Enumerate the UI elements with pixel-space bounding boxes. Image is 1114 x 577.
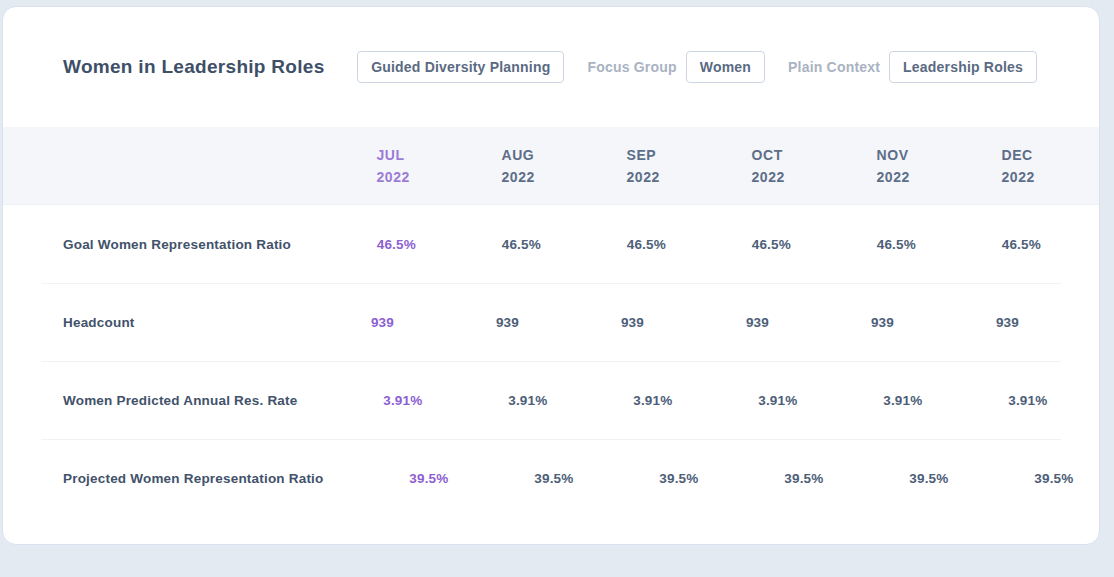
cell: 39.5% [949,471,1074,486]
cell: 46.5% [541,237,666,252]
column-header-oct-2022: OCT2022 [660,144,785,188]
table-body: Goal Women Representation Ratio46.5%46.5… [41,205,1061,517]
table-row: Women Predicted Annual Res. Rate3.91%3.9… [41,361,1061,439]
cell: 3.91% [797,393,922,408]
column-header-jul-2022: JUL2022 [285,144,410,188]
card-header: Women in Leadership Roles Guided Diversi… [3,7,1099,127]
page-background: Women in Leadership Roles Guided Diversi… [0,0,1114,577]
cell: 39.5% [699,471,824,486]
column-header-nov-2022: NOV2022 [785,144,910,188]
cell: 939 [894,315,1019,330]
row-label: Goal Women Representation Ratio [63,237,291,252]
cell: 3.91% [297,393,422,408]
row-label: Women Predicted Annual Res. Rate [63,393,297,408]
cell: 3.91% [672,393,797,408]
cell: 46.5% [791,237,916,252]
column-header-aug-2022: AUG2022 [410,144,535,188]
cell: 46.5% [666,237,791,252]
cell: 39.5% [824,471,949,486]
table-row: Projected Women Representation Ratio39.5… [41,439,1061,517]
cell: 39.5% [449,471,574,486]
cell: 939 [394,315,519,330]
cell: 39.5% [574,471,699,486]
table-header-row: JUL2022AUG2022SEP2022OCT2022NOV2022DEC20… [3,127,1099,205]
cell: 939 [644,315,769,330]
row-label: Headcount [63,315,269,330]
cell: 939 [269,315,394,330]
plain-context-value-button[interactable]: Leadership Roles [889,51,1037,83]
cell: 3.91% [422,393,547,408]
cell: 939 [519,315,644,330]
cell: 3.91% [922,393,1047,408]
cell: 46.5% [416,237,541,252]
cell: 3.91% [547,393,672,408]
row-label: Projected Women Representation Ratio [63,471,324,486]
page-title: Women in Leadership Roles [63,56,325,78]
focus-group-label: Focus Group [587,59,676,75]
column-header-sep-2022: SEP2022 [535,144,660,188]
report-card: Women in Leadership Roles Guided Diversi… [2,6,1100,545]
cell: 46.5% [916,237,1041,252]
column-header-dec-2022: DEC2022 [910,144,1035,188]
focus-group-value-button[interactable]: Women [686,51,765,83]
cell: 46.5% [291,237,416,252]
cell: 39.5% [324,471,449,486]
guided-diversity-planning-button[interactable]: Guided Diversity Planning [357,51,564,83]
table-row: Goal Women Representation Ratio46.5%46.5… [41,205,1061,283]
header-controls: Guided Diversity Planning Focus Group Wo… [357,51,1037,83]
table-row: Headcount939939939939939939 [41,283,1061,361]
plain-context-label: Plain Context [788,59,880,75]
cell: 939 [769,315,894,330]
